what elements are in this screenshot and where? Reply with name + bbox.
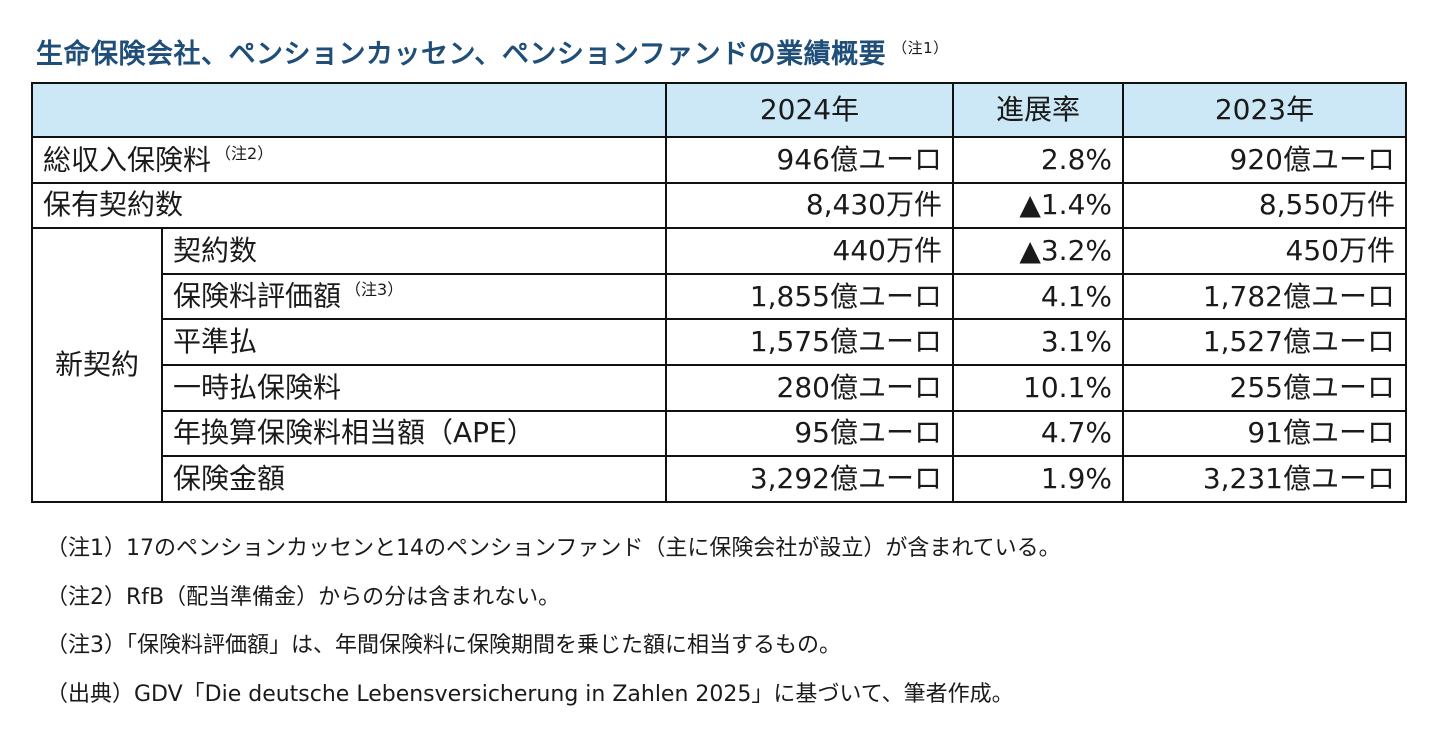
cell-2024: 3,292億ユーロ — [665, 455, 954, 503]
cell-2024: 280億ユーロ — [665, 363, 954, 412]
footnote-1: （注1）17のペンションカッセンと14のペンションファンド（主に保険会社が設立）… — [46, 536, 1061, 561]
cell-2024: 8,430万件 — [665, 181, 954, 230]
header-2024: 2024年 — [665, 82, 954, 138]
cell-2023: 8,550万件 — [1122, 181, 1407, 230]
row-label-total-premium: 総収入保険料 （注2） — [31, 136, 667, 184]
header-rate: 進展率 — [952, 82, 1124, 138]
table-row: 保有契約数 8,430万件 ▲1.4% 8,550万件 — [31, 181, 1407, 230]
cell-rate: 3.1% — [952, 318, 1124, 366]
performance-table: 2024年 進展率 2023年 総収入保険料 （注2） 946億ユーロ 2.8% … — [31, 82, 1407, 503]
table-row: 一時払保険料 280億ユーロ 10.1% 255億ユーロ — [32, 363, 1407, 412]
footnotes: （注1）17のペンションカッセンと14のペンションファンド（主に保険会社が設立）… — [46, 532, 1061, 726]
cell-rate: 4.1% — [952, 272, 1124, 321]
note-mark: （注2） — [215, 143, 274, 163]
cell-2023: 1,527億ユーロ — [1122, 318, 1407, 366]
cell-2024: 946億ユーロ — [665, 136, 954, 184]
header-item — [31, 82, 667, 138]
cell-2024: 95億ユーロ — [665, 409, 954, 458]
row-label-single-premium: 一時払保険料 — [161, 363, 667, 412]
cell-rate: 1.9% — [952, 455, 1124, 503]
table-row: 平準払 1,575億ユーロ 3.1% 1,527億ユーロ — [32, 318, 1407, 366]
title-note-mark: （注1） — [892, 39, 949, 57]
cell-2023: 3,231億ユーロ — [1122, 455, 1407, 503]
cell-2024: 440万件 — [665, 227, 954, 275]
page-title: 生命保険会社、ペンションカッセン、ペンションファンドの業績概要 （注1） — [36, 32, 949, 71]
footnote-3: （注3）「保険料評価額」は、年間保険料に保険期間を乗じた額に相当するもの。 — [46, 633, 841, 658]
source-note: （出典）GDV「Die deutsche Lebensversicherung … — [46, 681, 1014, 707]
cell-rate: 4.7% — [952, 409, 1124, 458]
table-row: 保険金額 3,292億ユーロ 1.9% 3,231億ユーロ — [32, 455, 1407, 503]
cell-2024: 1,575億ユーロ — [665, 318, 954, 366]
row-label-contracts-held: 保有契約数 — [31, 181, 667, 230]
note-mark: （注3） — [345, 280, 404, 300]
row-label-level-premium: 平準払 — [161, 318, 667, 366]
cell-2024: 1,855億ユーロ — [665, 272, 954, 321]
cell-2023: 920億ユーロ — [1122, 136, 1407, 184]
cell-2023: 450万件 — [1122, 227, 1407, 275]
cell-2023: 1,782億ユーロ — [1122, 272, 1407, 321]
cell-rate: ▲1.4% — [952, 181, 1124, 230]
cell-rate: 2.8% — [952, 136, 1124, 184]
cell-2023: 255億ユーロ — [1122, 363, 1407, 412]
table-row: 総収入保険料 （注2） 946億ユーロ 2.8% 920億ユーロ — [31, 136, 1407, 184]
row-label-ape: 年換算保険料相当額（APE） — [161, 409, 667, 458]
header-row: 2024年 進展率 2023年 — [31, 82, 1407, 138]
table-row: 年換算保険料相当額（APE） 95億ユーロ 4.7% 91億ユーロ — [32, 409, 1407, 458]
row-label-premium-valuation: 保険料評価額 （注3） — [161, 272, 667, 321]
cell-rate: ▲3.2% — [952, 227, 1124, 275]
new-contracts-group-label: 新契約 — [31, 227, 163, 503]
table-row: 保険料評価額 （注3） 1,855億ユーロ 4.1% 1,782億ユーロ — [32, 272, 1407, 321]
cell-rate: 10.1% — [952, 363, 1124, 412]
cell-2023: 91億ユーロ — [1122, 409, 1407, 458]
row-label-sum-insured: 保険金額 — [161, 455, 667, 503]
footnote-2: （注2）RfB（配当準備金）からの分は含まれない。 — [46, 584, 561, 610]
header-2023: 2023年 — [1122, 82, 1407, 138]
row-label-contract-count: 契約数 — [161, 227, 667, 275]
table-row: 新契約 契約数 440万件 ▲3.2% 450万件 — [31, 227, 1407, 503]
title-text: 生命保険会社、ペンションカッセン、ペンションファンドの業績概要 — [36, 39, 887, 70]
